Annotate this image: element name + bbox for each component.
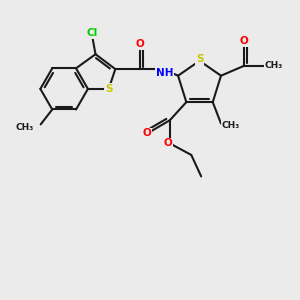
Text: O: O <box>240 36 248 46</box>
Text: O: O <box>142 128 151 139</box>
Text: Cl: Cl <box>87 28 98 38</box>
Text: CH₃: CH₃ <box>265 61 283 70</box>
Text: O: O <box>136 39 145 49</box>
Text: NH: NH <box>156 68 174 78</box>
Text: S: S <box>196 54 203 64</box>
Text: CH₃: CH₃ <box>222 121 240 130</box>
Text: S: S <box>105 84 112 94</box>
Text: CH₃: CH₃ <box>16 123 34 132</box>
Text: O: O <box>164 138 172 148</box>
